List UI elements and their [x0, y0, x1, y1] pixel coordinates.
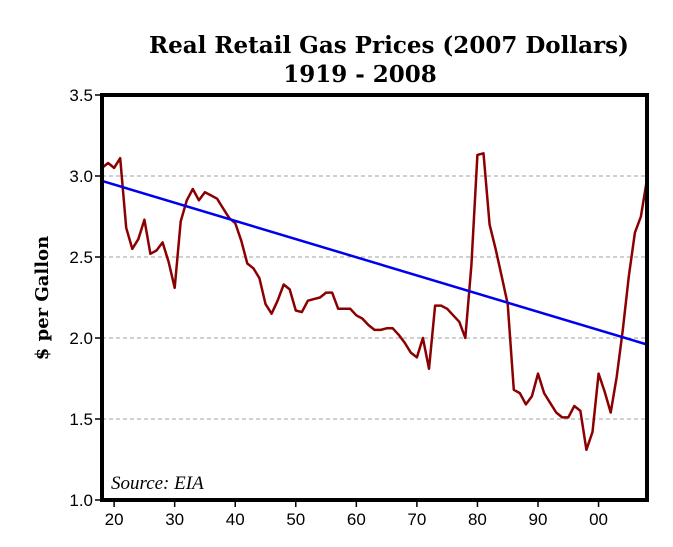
y-tick-label: 2.0: [69, 329, 93, 348]
chart-title: Real Retail Gas Prices (2007 Dollars): [149, 32, 629, 59]
x-tick-label: 90: [529, 510, 548, 529]
x-tick-label: 00: [589, 510, 608, 529]
plot-frame: [100, 93, 649, 502]
x-tick-label: 80: [468, 510, 487, 529]
x-tick-label: 20: [105, 510, 124, 529]
series-group: [100, 152, 649, 452]
x-axis-ticks: 20 30 40 50 60 70 80 90 00: [105, 500, 608, 529]
x-tick-label: 30: [165, 510, 184, 529]
y-tick-label: 3.0: [69, 167, 93, 186]
x-tick-label: 70: [407, 510, 426, 529]
y-axis-label: $ per Gallon: [32, 236, 53, 360]
y-tick-label: 1.5: [69, 410, 93, 429]
x-tick-label: 40: [226, 510, 245, 529]
source-note: Source: EIA: [111, 473, 204, 494]
chart-subtitle: 1919 - 2008: [283, 61, 437, 88]
x-tick-label: 60: [347, 510, 366, 529]
x-tick-label: 50: [286, 510, 305, 529]
y-tick-label: 1.0: [69, 491, 93, 510]
price-series-line: [100, 152, 649, 452]
y-tick-label: 2.5: [69, 248, 93, 267]
trend-line: [100, 179, 649, 346]
y-axis-ticks: 1.0 1.5 2.0 2.5 3.0 3.5: [69, 86, 102, 510]
y-tick-label: 3.5: [69, 86, 93, 105]
